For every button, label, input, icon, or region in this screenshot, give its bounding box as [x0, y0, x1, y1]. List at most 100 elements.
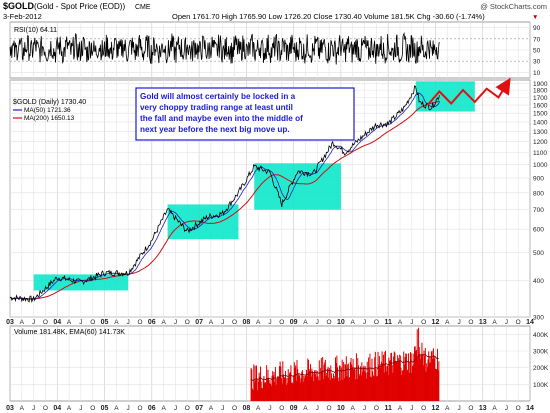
price-tick-label: 1600 [533, 103, 548, 110]
x-tick-label: O [421, 319, 426, 326]
copyright: @ StockCharts.com [480, 2, 547, 11]
x-tick-label: A [303, 319, 308, 326]
symbol: $GOLD [3, 1, 35, 11]
x-tick-label: A [161, 319, 166, 326]
x-tick-label: A [114, 319, 119, 326]
x-tick-label: 06 [148, 319, 156, 326]
x-tick-label: A [114, 405, 119, 412]
price-tick-label: 1700 [533, 95, 548, 102]
rsi-tick-label: 10 [533, 70, 541, 77]
x-tick-label: 08 [242, 319, 250, 326]
x-tick-label: O [137, 405, 142, 412]
x-tick-label: 10 [337, 405, 345, 412]
x-tick-label: J [505, 319, 508, 326]
x-tick-label: J [457, 405, 460, 412]
x-tick-label: A [351, 319, 356, 326]
x-tick-label: A [67, 405, 72, 412]
volume-tick-label: 200K [533, 365, 549, 372]
x-tick-label: O [137, 319, 142, 326]
x-tick-label: O [468, 319, 473, 326]
x-tick-label: J [363, 405, 366, 412]
x-tick-label: A [492, 319, 497, 326]
x-tick-label: J [79, 405, 82, 412]
x-tick-label: O [516, 319, 521, 326]
price-tick-label: 700 [533, 207, 544, 214]
x-tick-label: A [209, 319, 214, 326]
volume-panel: Volume 181.48K, EMA(60) 141.73K 400K 300K… [9, 325, 549, 402]
x-tick-label: A [492, 405, 497, 412]
rsi-tick-label: 50 [533, 48, 541, 55]
x-tick-label: J [268, 405, 271, 412]
x-tick-label: 03 [6, 405, 14, 412]
x-tick-label: J [221, 319, 224, 326]
price-tick-label: 500 [533, 250, 544, 257]
x-tick-label: O [43, 319, 48, 326]
volume-legend: Volume 181.48K, EMA(60) 141.73K [14, 329, 125, 336]
x-tick-label: J [221, 405, 224, 412]
x-tick-label: 07 [195, 405, 203, 412]
price-tick-label: 900 [533, 175, 544, 182]
rsi-tick-label: 90 [533, 25, 541, 32]
x-tick-label: O [90, 319, 95, 326]
x-tick-label: O [374, 405, 379, 412]
x-tick-label: O [468, 405, 473, 412]
x-tick-label: 13 [479, 405, 487, 412]
x-tick-label: O [232, 405, 237, 412]
x-tick-label: O [232, 319, 237, 326]
price-tick-label: 1900 [533, 81, 548, 88]
volume-tick-label: 300K [533, 349, 549, 356]
x-tick-label: A [256, 405, 261, 412]
x-tick-label: A [398, 405, 403, 412]
x-tick-label: A [67, 319, 72, 326]
price-tick-label: 1500 [533, 111, 548, 118]
price-tick-label: 1300 [533, 129, 548, 136]
chart-date: 3-Feb-2012 [3, 12, 42, 21]
annotation-line-2: very choppy trading range at least until [140, 103, 293, 112]
x-tick-label: 12 [432, 405, 440, 412]
x-tick-label: 05 [101, 405, 109, 412]
exchange: CME [135, 4, 151, 11]
x-axis-labels-bottom: 03 A J O 04 A J O 05 A J O 06 A J O 07 A J O 08 A J O 09 A J O 10 A J O… [6, 405, 534, 412]
x-tick-label: 08 [242, 405, 250, 412]
x-tick-label: 06 [148, 405, 156, 412]
x-tick-label: A [256, 319, 261, 326]
volume-tick-label: 400K [533, 332, 549, 339]
x-axis-labels-middle: 03 A J O 04 A J O 05 A J O 06 A J O 07 A J O 08 A J O 09 A J O 10 A J O… [6, 319, 534, 326]
rsi-legend: RSI(10) 64.11 [14, 27, 57, 34]
volume-tick-label: 100K [533, 382, 549, 389]
x-tick-label: A [20, 405, 25, 412]
x-tick-label: J [127, 319, 130, 326]
price-tick-label: 800 [533, 190, 544, 197]
price-tick-label: 300 [533, 315, 544, 322]
x-tick-label: J [410, 319, 413, 326]
x-tick-label: J [32, 405, 35, 412]
x-tick-label: A [445, 319, 450, 326]
x-tick-label: O [185, 405, 190, 412]
projection-arrow [426, 77, 511, 106]
price-legend: $GOLD (Daily) 1730.40 [13, 99, 86, 106]
x-tick-label: 14 [526, 319, 534, 326]
x-tick-label: J [268, 319, 271, 326]
ma200-legend: MA(200) 1650.13 [24, 115, 75, 122]
x-tick-label: O [327, 405, 332, 412]
x-tick-label: 12 [432, 319, 440, 326]
x-tick-label: O [516, 405, 521, 412]
x-tick-label: 03 [6, 319, 14, 326]
x-tick-label: J [127, 405, 130, 412]
x-tick-label: 04 [53, 405, 61, 412]
x-tick-label: O [374, 319, 379, 326]
ma50-legend: MA(50) 1721.36 [24, 107, 71, 114]
rsi-line [9, 31, 440, 65]
ohlc-summary: Open 1761.70 High 1765.90 Low 1726.20 Cl… [172, 12, 485, 21]
x-tick-label: A [351, 405, 356, 412]
x-tick-label: 13 [479, 319, 487, 326]
x-tick-label: 11 [384, 405, 392, 412]
x-tick-label: O [279, 405, 284, 412]
x-tick-label: O [327, 319, 332, 326]
annotation-line-4: next year before the next big move up. [140, 125, 290, 134]
x-tick-label: 10 [337, 319, 345, 326]
price-tick-label: 400 [533, 278, 544, 285]
x-tick-label: A [209, 405, 214, 412]
price-tick-label: 1100 [533, 150, 547, 157]
